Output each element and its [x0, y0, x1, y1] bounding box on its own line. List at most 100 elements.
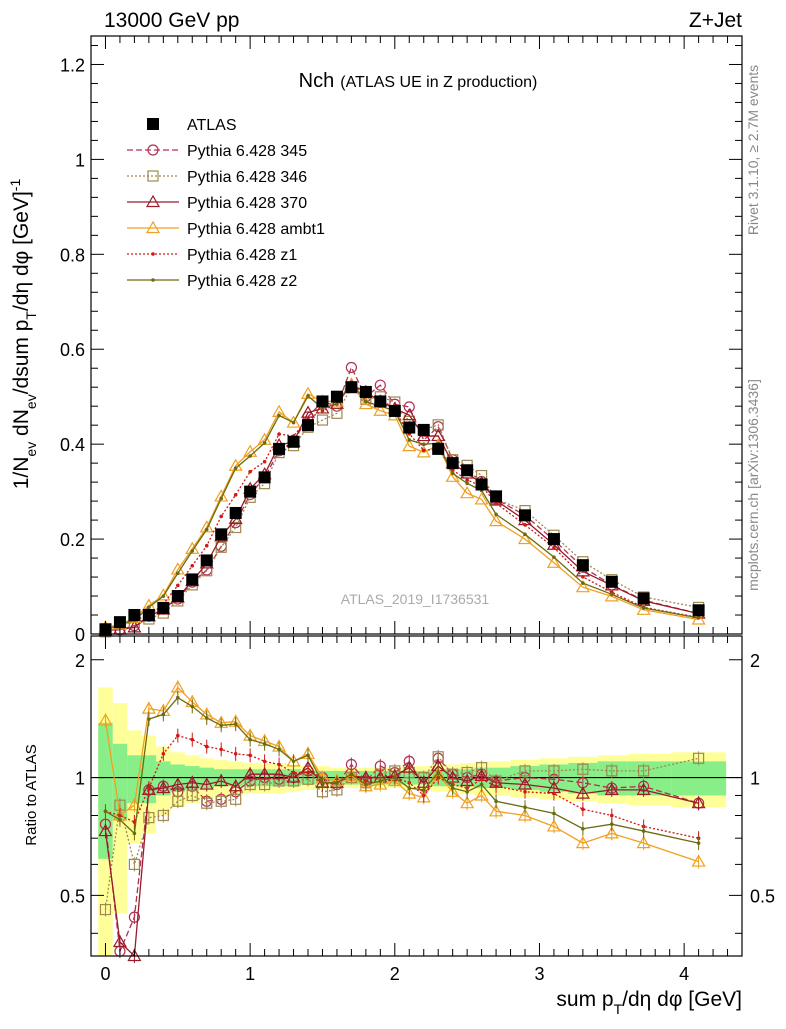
data-point [345, 381, 358, 394]
main-panel [98, 361, 706, 638]
mc-point [147, 144, 159, 156]
legend: ATLAS Pythia 6.428 345 Pythia 6.428 346 Pyt… [127, 117, 325, 290]
mc-point [262, 759, 267, 764]
mc-point [450, 786, 455, 790]
mc-point [233, 722, 238, 726]
mc-point [248, 469, 252, 474]
mc-point [320, 780, 325, 785]
mc-point [176, 571, 180, 576]
mc-point [99, 903, 112, 916]
mc-point [575, 835, 590, 849]
mc-point [176, 583, 180, 588]
mc-point [604, 782, 619, 796]
mc-point [610, 822, 614, 827]
mc-point [262, 741, 267, 746]
green-band-bin [127, 755, 142, 804]
mc-point [118, 817, 122, 822]
data-point [142, 609, 155, 622]
mc-point [128, 858, 140, 870]
ratio-panel [91, 680, 742, 963]
mc-point [691, 795, 706, 809]
data-point [229, 506, 242, 519]
mc-point [190, 563, 195, 568]
mcplots-label: mcplots.cern.ch [arXiv:1306.3436] [745, 379, 761, 591]
legend-item: Pythia 6.428 346 [127, 169, 307, 186]
mc-point [127, 948, 142, 962]
mc-point [638, 765, 650, 777]
mc-point [186, 789, 198, 802]
ratio-band-yellow [98, 687, 727, 956]
mc-point [575, 579, 590, 593]
mc-point [575, 786, 590, 799]
legend-label: Pythia 6.428 345 [187, 143, 307, 160]
data-point [128, 609, 141, 622]
mc-point [185, 775, 200, 788]
mc-point [494, 784, 498, 789]
mc-point [291, 759, 296, 764]
mc-point [349, 772, 354, 777]
series-ratio-line [105, 696, 699, 844]
mc-point [204, 543, 209, 548]
legend-label: Pythia 6.428 z2 [187, 273, 297, 290]
mc-point [127, 797, 142, 811]
mc-point [170, 777, 185, 790]
data-point [637, 592, 650, 605]
mc-point [157, 809, 169, 822]
mc-point [460, 485, 475, 499]
series-line [105, 383, 699, 632]
mc-point [465, 789, 469, 794]
mc-point [300, 386, 316, 399]
mc-point [161, 712, 166, 717]
mc-point [364, 782, 368, 787]
mc-point [691, 854, 706, 867]
mc-point [445, 784, 460, 797]
mc-point [145, 194, 161, 208]
legend-label: Pythia 6.428 346 [187, 169, 307, 186]
mc-point [147, 717, 151, 721]
watermark-label: ATLAS_2019_I1736531 [341, 591, 490, 607]
legend-label: Pythia 6.428 ambt1 [187, 221, 325, 238]
data-point [330, 390, 343, 403]
chart-title-main: Nch [299, 70, 335, 92]
legend-label: Pythia 6.428 z1 [187, 247, 297, 264]
mc-point [519, 765, 531, 777]
data-point [287, 435, 300, 448]
series-atlas-data [99, 381, 705, 636]
mc-point [190, 549, 195, 553]
mc-point [436, 770, 441, 775]
y-tick-label: 1 [75, 150, 85, 170]
data-point [258, 471, 271, 484]
mc-point [610, 813, 614, 818]
data-point [461, 464, 474, 477]
mc-point [230, 793, 242, 805]
data-point [519, 509, 531, 522]
mc-point [103, 809, 108, 814]
mc-point [204, 527, 209, 532]
ratio-y-tick-label: 1 [75, 769, 85, 789]
y-tick-label: 0.6 [60, 340, 85, 360]
mc-point [335, 780, 339, 785]
mc-point [604, 826, 619, 839]
legend-item: Pythia 6.428 z1 [127, 247, 297, 264]
header-right-label: Z+Jet [689, 9, 742, 32]
series-line [105, 381, 699, 631]
data-point [302, 419, 314, 432]
data-point [446, 457, 459, 470]
mc-point [286, 770, 301, 783]
mc-point [517, 808, 533, 821]
mc-point [581, 581, 585, 585]
ratio-y-tick-label: 0.5 [60, 886, 85, 906]
mc-point [523, 805, 527, 810]
data-point [273, 442, 286, 455]
y-tick-label: 1.2 [60, 55, 85, 75]
mc-point [421, 788, 426, 792]
data-point [359, 385, 372, 398]
mc-point [320, 406, 325, 411]
mc-point [552, 791, 556, 796]
series-ratio-line [104, 765, 699, 958]
mc-point [277, 432, 281, 436]
mc-point [156, 588, 171, 601]
mc-point [552, 545, 556, 550]
mc-point [151, 278, 155, 282]
